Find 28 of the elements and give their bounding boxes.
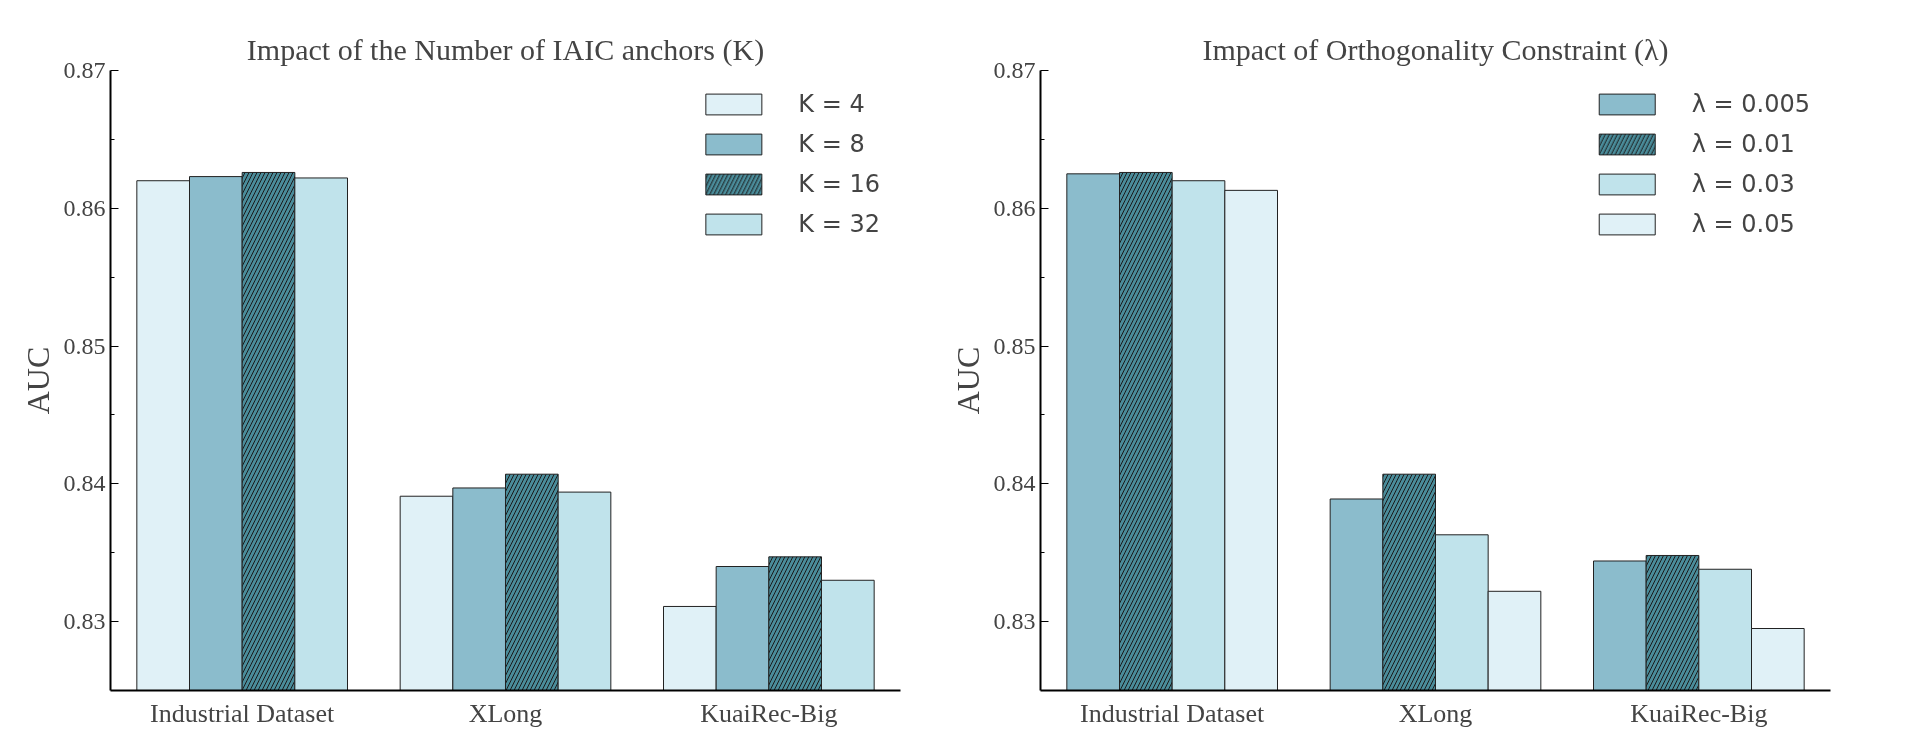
x-tick-label: XLong [1398,698,1473,728]
y-tick-label: 0.87 [993,57,1036,83]
legend-label: K = 4 [798,90,865,118]
chart-title: Impact of the Number of IAIC anchors (K) [246,32,765,67]
x-tick-label: KuaiRec-Big [1630,698,1768,728]
y-tick-label: 0.85 [993,332,1036,359]
legend-label: K = 32 [798,210,880,238]
chart-title: Impact of Orthogonality Constraint (λ) [1202,32,1669,67]
legend-label: K = 16 [798,170,880,198]
y-axis-title: AUC [19,346,56,415]
y-tick-label: 0.86 [993,194,1036,221]
legend-label: λ = 0.03 [1691,170,1795,198]
x-tick-label: XLong [468,698,543,728]
y-tick-label: 0.83 [993,608,1036,635]
x-tick-label: Industrial Dataset [1080,698,1265,728]
y-tick-label: 0.87 [63,57,106,83]
y-tick-label: 0.83 [63,608,106,635]
x-tick-label: Industrial Dataset [150,698,335,728]
y-tick-label: 0.84 [993,470,1036,497]
y-axis-title: AUC [949,346,986,415]
legend-label: λ = 0.01 [1691,130,1795,158]
legend-label: λ = 0.05 [1691,210,1795,238]
x-tick-label: KuaiRec-Big [700,698,838,728]
y-tick-label: 0.86 [63,194,106,221]
y-tick-label: 0.84 [63,470,106,497]
legend-label: λ = 0.005 [1691,90,1810,118]
y-tick-label: 0.85 [63,332,106,359]
legend-label: K = 8 [798,130,865,158]
